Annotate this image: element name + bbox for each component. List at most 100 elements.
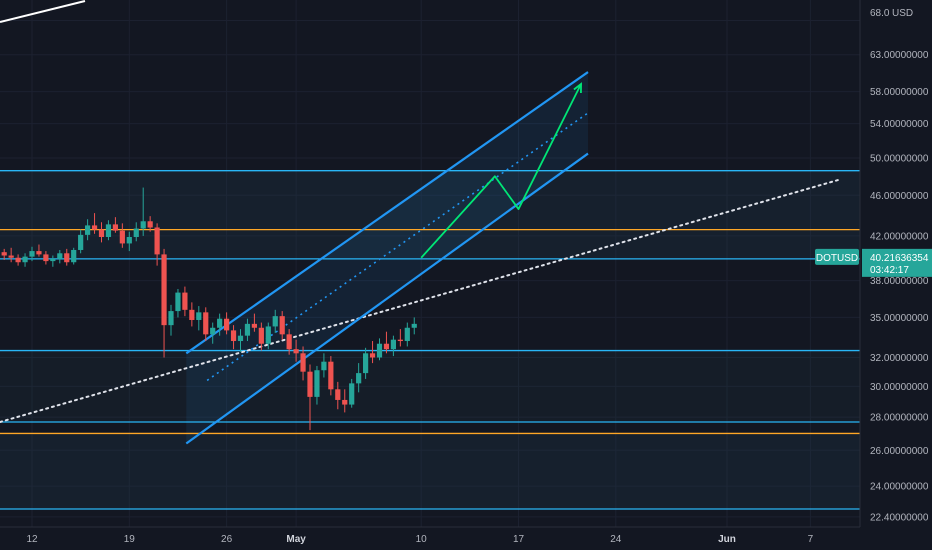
level-zone-mid: [0, 350, 860, 422]
candle: [168, 304, 174, 336]
channel-layer[interactable]: [185, 71, 589, 445]
time-tick-label[interactable]: 24: [610, 534, 622, 545]
candle-body: [196, 312, 202, 320]
currency-label[interactable]: USD: [892, 8, 913, 19]
candle: [203, 307, 209, 342]
time-tick-label[interactable]: 10: [416, 534, 428, 545]
price-tick-label[interactable]: 35.00000000: [870, 313, 929, 324]
candle-body: [112, 224, 118, 231]
last-price-badge: [862, 248, 932, 277]
trendline-layer[interactable]: [0, 178, 840, 423]
candle: [383, 331, 390, 354]
time-axis-ticks[interactable]: 12 19 26 May 10 17 24 Jun 7: [26, 534, 813, 545]
price-tick-label[interactable]: 32.00000000: [870, 353, 929, 364]
price-tick-label[interactable]: 26.00000000: [870, 446, 929, 457]
candle-body: [71, 249, 77, 263]
candle-body: [224, 318, 230, 331]
candle-body: [29, 251, 35, 257]
time-tick-label[interactable]: 26: [221, 534, 233, 545]
candle-body: [50, 258, 56, 262]
level-zone-lower: [0, 433, 860, 509]
candle: [217, 313, 223, 336]
time-axis-background: [0, 527, 932, 550]
candle: [126, 231, 132, 252]
candle-body: [300, 353, 306, 372]
candle-body: [133, 228, 139, 237]
candle-body: [251, 323, 257, 328]
candle: [369, 341, 376, 364]
candle-body: [78, 234, 84, 250]
candle: [265, 322, 271, 350]
price-tick-label[interactable]: 54.00000000: [870, 119, 929, 130]
time-tick-label[interactable]: May: [286, 534, 306, 545]
candle: [57, 249, 63, 264]
candle-body: [168, 311, 174, 326]
candle-body: [203, 312, 209, 335]
price-tick-label[interactable]: 63.00000000: [870, 50, 929, 61]
candle-body: [91, 225, 98, 230]
candle: [182, 286, 188, 317]
candle: [279, 311, 285, 340]
candle: [237, 329, 244, 352]
price-tick-label[interactable]: 22.40000000: [870, 512, 929, 523]
candle-body: [105, 224, 112, 237]
candle: [189, 302, 195, 327]
candle-body: [22, 256, 28, 263]
candle: [307, 364, 313, 431]
time-tick-label[interactable]: 17: [513, 534, 525, 545]
candle: [91, 213, 98, 234]
candle-body: [43, 254, 49, 262]
candle-body: [390, 339, 396, 350]
candle: [397, 329, 403, 347]
candle-body: [349, 383, 355, 405]
price-tick-label[interactable]: 38.00000000: [870, 276, 929, 287]
candle-body: [57, 253, 63, 259]
candle-body: [1, 252, 7, 256]
candle-body: [217, 318, 223, 328]
candle-body: [272, 316, 278, 327]
time-tick-label[interactable]: 12: [26, 534, 38, 545]
candle: [286, 329, 292, 355]
price-tick-label[interactable]: 30.00000000: [870, 382, 929, 393]
time-tick-label[interactable]: 7: [808, 534, 814, 545]
candle-body: [369, 353, 376, 358]
price-axis-ticks[interactable]: 68.0 USD 63.00000000 58.00000000 54.00000000…: [870, 8, 929, 523]
corner-drawing-line[interactable]: [0, 0, 86, 23]
candle: [161, 248, 167, 358]
candle: [300, 346, 306, 381]
price-tick-label[interactable]: 50.00000000: [870, 153, 929, 164]
price-tick-label[interactable]: 46.00000000: [870, 191, 929, 202]
price-tick-label[interactable]: 42.00000000: [870, 231, 929, 242]
candle: [15, 254, 21, 266]
projection-layer[interactable]: [420, 82, 582, 259]
channel-upper-line[interactable]: [185, 71, 589, 355]
symbol-badge: [815, 248, 859, 265]
channel-lower-line[interactable]: [185, 152, 589, 445]
candle-body: [36, 251, 42, 255]
candle: [175, 288, 181, 318]
candle: [251, 313, 257, 332]
candle-body: [411, 323, 417, 328]
time-tick-label[interactable]: Jun: [718, 534, 736, 545]
candle: [78, 229, 84, 254]
horizontal-levels[interactable]: [0, 170, 860, 510]
price-tick-label[interactable]: 68.0: [870, 8, 890, 19]
candle-body: [8, 255, 14, 258]
projection-path[interactable]: [420, 83, 582, 259]
candle: [147, 216, 153, 232]
price-tick-label[interactable]: 24.00000000: [870, 482, 929, 493]
candle-body: [98, 229, 105, 237]
candle-body: [307, 371, 313, 397]
candle: [349, 378, 355, 408]
candle: [321, 353, 327, 378]
candle: [8, 247, 14, 263]
candle-body: [64, 253, 70, 263]
price-tick-label[interactable]: 58.00000000: [870, 87, 929, 98]
price-tick-label[interactable]: 28.00000000: [870, 413, 929, 424]
dotted-trendline[interactable]: [0, 178, 840, 423]
candle-body: [279, 316, 285, 335]
time-tick-label[interactable]: 19: [124, 534, 136, 545]
candle: [22, 253, 28, 267]
projection-arrowhead[interactable]: [573, 82, 582, 94]
